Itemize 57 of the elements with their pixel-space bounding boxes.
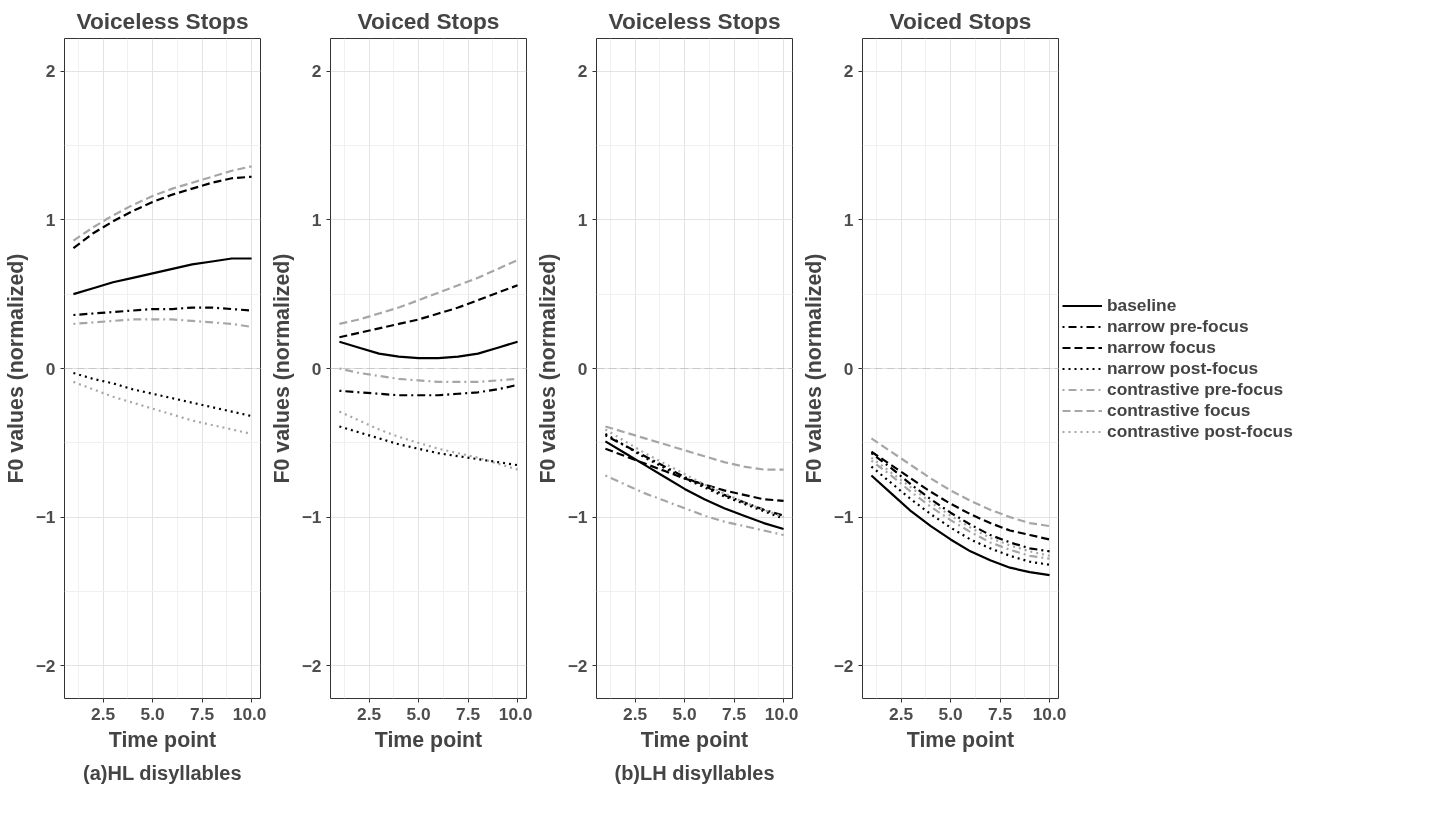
x-tick-label: 2.5 bbox=[623, 703, 648, 724]
y-axis-title: F0 values (normalized) bbox=[535, 253, 560, 484]
y-tick-label: 1 bbox=[843, 209, 854, 230]
x-axis-title: Time point bbox=[906, 727, 1015, 752]
x-tick-label: 10.0 bbox=[232, 703, 267, 724]
legend-label: contrastive pre-focus bbox=[1107, 378, 1285, 400]
x-tick-label: 2.5 bbox=[91, 703, 116, 724]
legend-label: baseline bbox=[1107, 294, 1178, 316]
legend-label: narrow pre-focus bbox=[1107, 315, 1250, 337]
y-tick-label: 2 bbox=[311, 61, 322, 82]
y-tick-label: −1 bbox=[301, 507, 322, 528]
y-axis-title: F0 values (normalized) bbox=[801, 253, 826, 484]
x-axis-title: Time point bbox=[640, 727, 749, 752]
x-tick-label: 5.0 bbox=[938, 703, 963, 724]
y-tick-label: −2 bbox=[301, 655, 322, 676]
y-tick-label: −1 bbox=[567, 507, 588, 528]
text: (b)LH disyllables bbox=[614, 761, 775, 784]
x-tick-label: 5.0 bbox=[672, 703, 697, 724]
x-tick-label: 7.5 bbox=[190, 703, 215, 724]
x-tick-label: 10.0 bbox=[498, 703, 533, 724]
x-tick-label: 5.0 bbox=[140, 703, 165, 724]
text: (a)HL disyllables bbox=[83, 761, 242, 784]
y-axis-title: F0 values (normalized) bbox=[269, 253, 294, 484]
x-tick-label: 2.5 bbox=[889, 703, 914, 724]
y-tick-label: 0 bbox=[311, 358, 322, 379]
x-axis-title: Time point bbox=[374, 727, 483, 752]
legend-label: narrow focus bbox=[1107, 336, 1217, 358]
x-tick-label: 10.0 bbox=[1032, 703, 1067, 724]
y-tick-label: 1 bbox=[577, 209, 588, 230]
legend-label: contrastive focus bbox=[1107, 399, 1252, 421]
y-tick-label: −1 bbox=[35, 507, 56, 528]
chart-title: Voiced Stops bbox=[889, 7, 1032, 34]
y-tick-label: −1 bbox=[833, 507, 854, 528]
y-tick-label: −2 bbox=[35, 655, 56, 676]
y-tick-label: 1 bbox=[45, 209, 56, 230]
y-tick-label: 0 bbox=[843, 358, 854, 379]
y-tick-label: 2 bbox=[45, 61, 56, 82]
x-tick-label: 7.5 bbox=[988, 703, 1013, 724]
y-axis-title: F0 values (normalized) bbox=[3, 253, 28, 484]
y-tick-label: −2 bbox=[567, 655, 588, 676]
y-tick-label: −2 bbox=[833, 655, 854, 676]
x-tick-label: 7.5 bbox=[722, 703, 747, 724]
chart-title: Voiceless Stops bbox=[76, 7, 249, 34]
y-tick-label: 2 bbox=[843, 61, 854, 82]
y-tick-label: 0 bbox=[45, 358, 56, 379]
x-tick-label: 2.5 bbox=[357, 703, 382, 724]
x-tick-label: 10.0 bbox=[764, 703, 799, 724]
x-tick-label: 5.0 bbox=[406, 703, 431, 724]
legend-label: contrastive post-focus bbox=[1107, 420, 1294, 442]
chart-title: Voiced Stops bbox=[357, 7, 500, 34]
y-tick-label: 2 bbox=[577, 61, 588, 82]
chart-title: Voiceless Stops bbox=[608, 7, 781, 34]
x-axis-title: Time point bbox=[108, 727, 217, 752]
y-tick-label: 0 bbox=[577, 358, 588, 379]
x-tick-label: 7.5 bbox=[456, 703, 481, 724]
y-tick-label: 1 bbox=[311, 209, 322, 230]
legend-label: narrow post-focus bbox=[1107, 357, 1260, 379]
